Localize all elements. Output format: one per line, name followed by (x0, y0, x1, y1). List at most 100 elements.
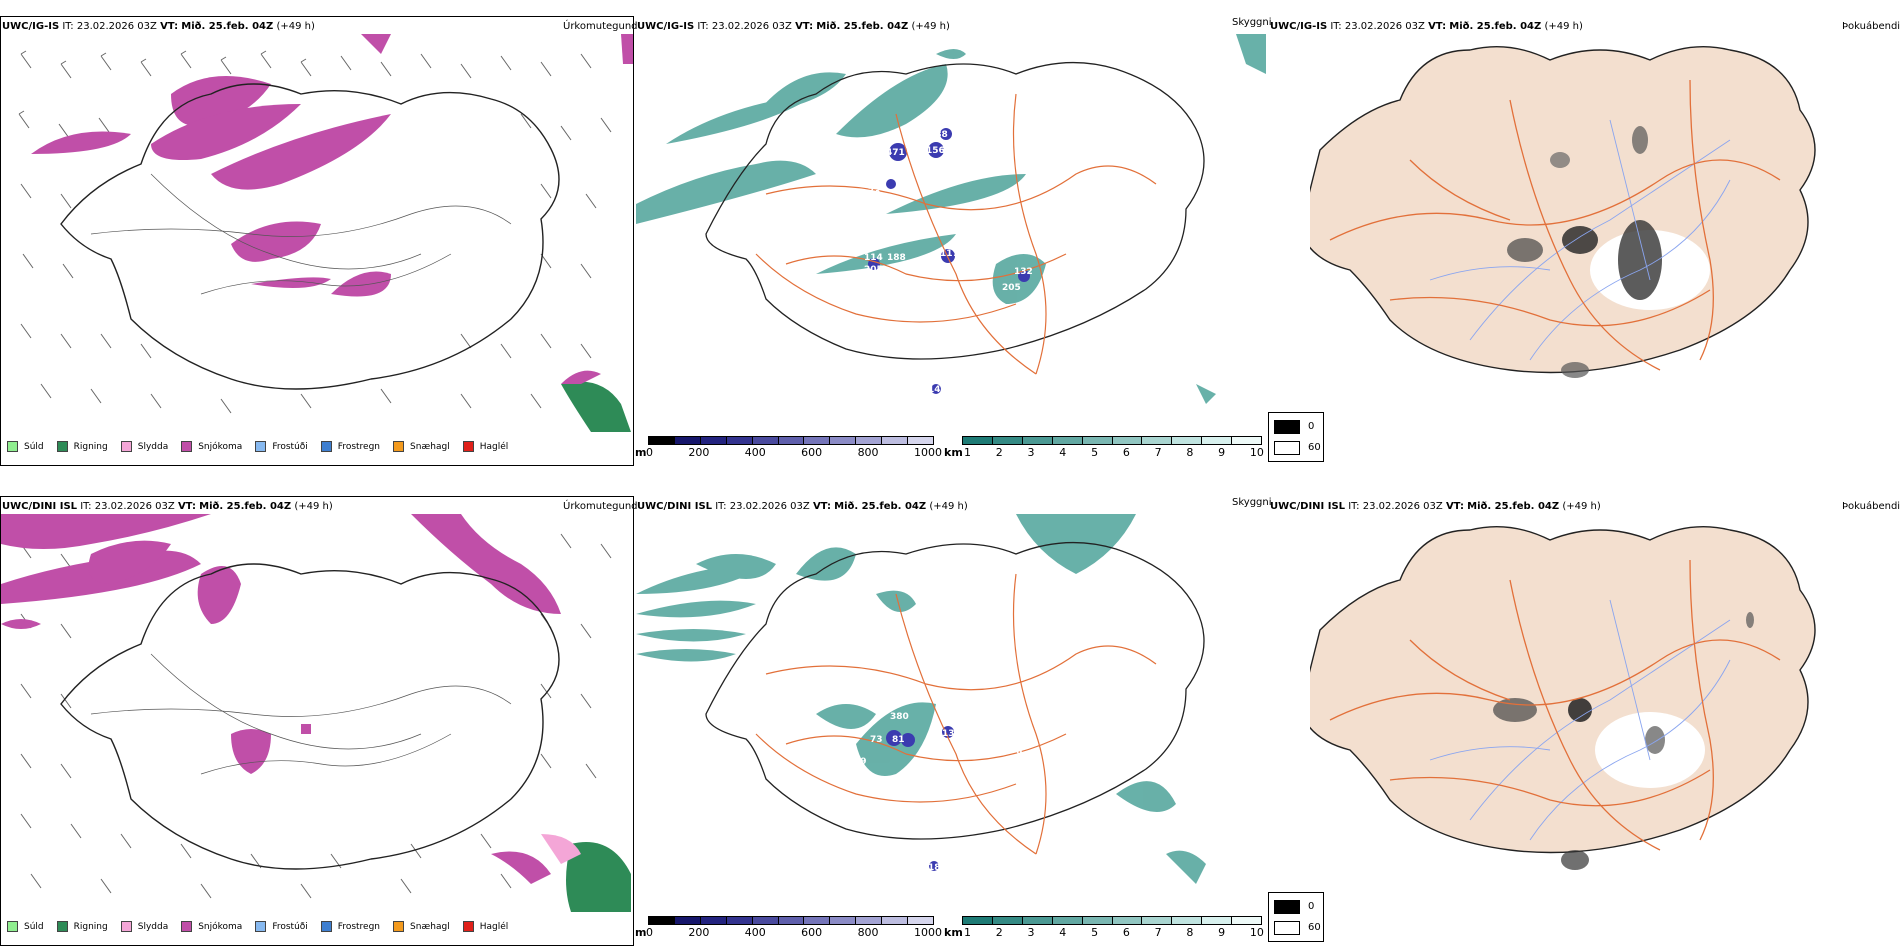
swatch (255, 441, 267, 452)
colorbar-segment (804, 437, 831, 444)
cloud-label: 73 (870, 735, 883, 745)
colorbar-segment (963, 917, 993, 924)
swatch (320, 441, 332, 452)
colorbar-segment (778, 917, 805, 924)
legend-item-frostregn: Frostregn (320, 921, 380, 932)
colorbar-segment (804, 917, 831, 924)
cloud-base-bar (648, 436, 934, 445)
cloud-label: 14 (928, 385, 941, 395)
cloud-panel-label: Skyggni (1232, 497, 1272, 508)
iceland-outline (705, 61, 1205, 360)
fog-legend-low: 60 (1308, 922, 1321, 933)
colorbar-segment (1112, 917, 1143, 924)
visibility-bar (962, 916, 1262, 925)
iceland-outline (60, 563, 560, 870)
colorbar-segment (700, 917, 727, 924)
cloud-label: 320 (879, 168, 898, 178)
swatch (7, 921, 18, 932)
cloud-label: 117 (940, 249, 959, 259)
colorbar-segment (908, 437, 933, 444)
rivers (1429, 599, 1731, 841)
roads-orange (755, 93, 1157, 375)
legend-item-hagel: Haglél (462, 921, 508, 932)
colorbar-segment (963, 437, 993, 444)
fog-legend-high-swatch (1274, 900, 1300, 914)
legend-item-frostregn: Frostregn (320, 441, 380, 452)
colorbar-segment (726, 437, 753, 444)
wind-barbs (18, 50, 612, 414)
legend-item-frostudi: Frostúði (255, 441, 308, 452)
colorbar-segment (649, 917, 675, 924)
rain-corner (561, 381, 631, 432)
legend-item-hagel: Haglél (462, 441, 508, 452)
colorbar-segment (1082, 917, 1113, 924)
cloud-label: 73 (868, 187, 881, 197)
colorbar-segment (1142, 437, 1173, 444)
colorbar-segment (1202, 917, 1233, 924)
fog-legend-low-swatch (1274, 921, 1300, 935)
cloud-label: 471 (886, 148, 905, 158)
cloud-label: 134 (942, 729, 961, 739)
colorbar-segment (992, 917, 1023, 924)
fog-panel-title: UWC/DINI ISL IT: 23.02.2026 03Z VT: Mið.… (1270, 501, 1601, 512)
fog-patches (1507, 126, 1710, 378)
snow-areas (1, 514, 561, 884)
fog-panel-title: UWC/IG-IS IT: 23.02.2026 03Z VT: Mið. 25… (1270, 21, 1583, 32)
fog-legend-high: 0 (1308, 901, 1315, 912)
fog-patches (1493, 612, 1754, 870)
colorbar-segment (1052, 437, 1083, 444)
legend-item-rigning: Rigning (56, 921, 108, 932)
colorbar-segment (1112, 437, 1143, 444)
fog-panel-label: Þokuábendi (1842, 501, 1900, 512)
fog-legend-high: 0 (1308, 421, 1315, 432)
swatch (120, 921, 132, 932)
cloud-label: 652 (744, 612, 763, 622)
visibility-ticks: 1 2 3 4 5 6 7 8 9 10 (964, 446, 1264, 459)
cloud-base-unit: m (635, 446, 647, 459)
fog-legend: 0 60 (1268, 892, 1324, 942)
cloud-label: 205 (1002, 283, 1021, 293)
colorbar-segment (1232, 437, 1262, 444)
cloud-label: 156 (926, 146, 945, 156)
precip-panel-title: UWC/DINI ISL IT: 23.02.2026 03Z VT: Mið.… (2, 501, 333, 512)
cloud-base-colorbar: m 0 200 400 600 800 1000 (634, 914, 942, 950)
colorbar-segment (1052, 917, 1083, 924)
fog-panel-label: Þokuábendi (1842, 21, 1900, 32)
colorbar-segment (1022, 917, 1053, 924)
swatch (56, 441, 68, 452)
rain-corner (566, 842, 631, 912)
fog-legend: 0 60 (1268, 412, 1324, 462)
iceland-land (1310, 46, 1816, 374)
colorbar-segment (856, 437, 883, 444)
fog-legend-high-swatch (1274, 420, 1300, 434)
colorbar-segment (908, 917, 933, 924)
legend-item-snaehagl: Snæhagl (393, 441, 450, 452)
cloud-label: 114 (864, 253, 883, 263)
colorbar-segment (856, 917, 883, 924)
swatch (181, 441, 193, 452)
colorbar-segment (674, 917, 701, 924)
cloud-base-colorbar: m 0 200 400 600 800 1000 (634, 434, 942, 470)
legend-item-snjokoma: Snjókoma (181, 921, 242, 932)
cloud-label: 89 (854, 757, 867, 767)
fog-legend-low-swatch (1274, 441, 1300, 455)
roads-grey (90, 653, 512, 775)
visibility-unit: km (944, 926, 963, 939)
colorbar-segment (1142, 917, 1173, 924)
iceland-outline (705, 541, 1205, 840)
swatch (393, 921, 405, 932)
precip-panel-label: Úrkomutegund (563, 21, 638, 32)
colorbar-segment (1202, 437, 1233, 444)
swatch (7, 441, 18, 452)
precip-map-frame (0, 16, 634, 466)
colorbar-segment (882, 437, 909, 444)
cloud-base-spots (886, 726, 954, 871)
colorbar-segment (752, 917, 779, 924)
fog-legend-low: 60 (1308, 442, 1321, 453)
roads-grey (90, 173, 512, 295)
colorbar-segment (830, 437, 857, 444)
cloud-label: 132 (1014, 267, 1033, 277)
roads-orange (1329, 79, 1781, 371)
cloud-label: 188 (887, 253, 906, 263)
visibility-areas (636, 514, 1206, 884)
